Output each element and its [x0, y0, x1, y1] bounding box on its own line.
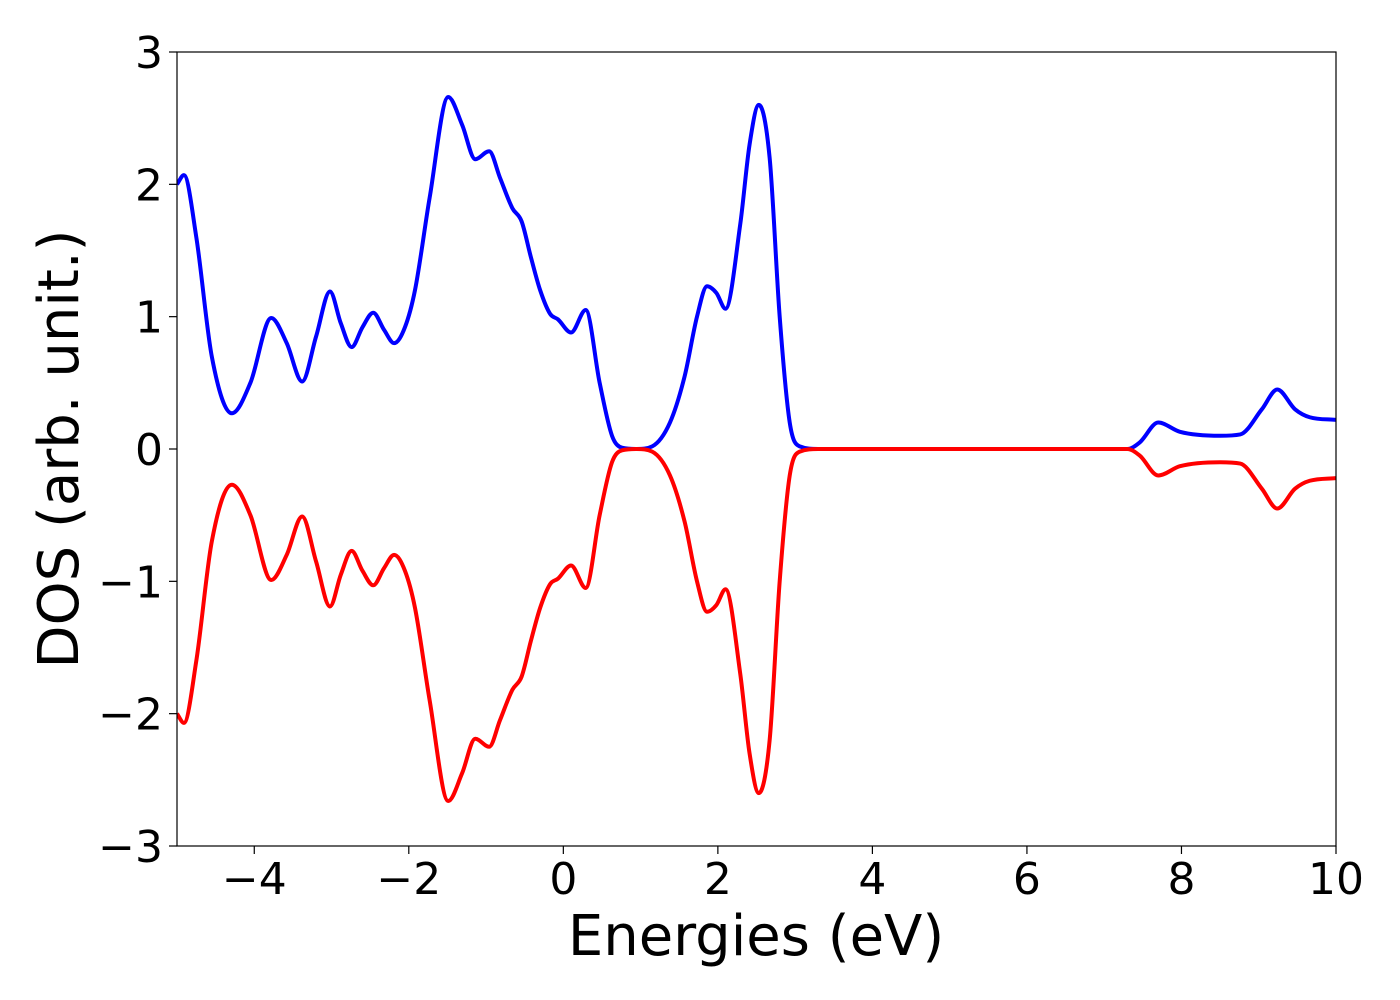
y-tick-label: −1: [98, 557, 163, 608]
x-tick-label: −2: [376, 854, 441, 905]
dos-line: [177, 446, 1336, 804]
y-tick-label: 3: [135, 28, 163, 79]
y-tick-label: 2: [135, 160, 163, 211]
x-tick-label: 0: [549, 854, 577, 905]
y-tick-label: 1: [135, 293, 163, 344]
x-tick-label: 2: [704, 854, 732, 905]
y-tick-label: −3: [98, 822, 163, 873]
x-tick-label: 10: [1308, 854, 1364, 905]
x-axis-label: Energies (eV): [568, 904, 944, 969]
y-tick-label: −2: [98, 690, 163, 741]
x-tick-label: −4: [222, 854, 287, 905]
x-tick-label: 6: [1013, 854, 1041, 905]
plot-lines: [177, 94, 1336, 804]
y-axis-label: DOS (arb. unit.): [27, 229, 92, 668]
dos-line: [177, 94, 1336, 452]
plot-frame: [176, 51, 1337, 847]
y-tick-label: 0: [135, 425, 163, 476]
x-tick-label: 8: [1167, 854, 1195, 905]
x-tick-label: 4: [858, 854, 886, 905]
